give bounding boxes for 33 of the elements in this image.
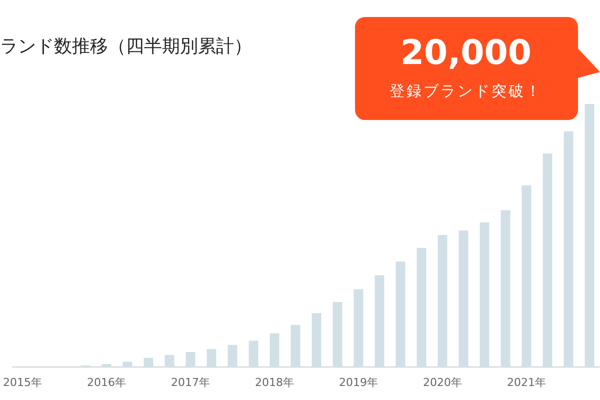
x-tick-label: 2016年 (87, 376, 126, 389)
chart-title: ランド数推移（四半期別累計） (0, 36, 252, 57)
bar (312, 313, 322, 367)
bar (270, 333, 280, 367)
x-tick-label: 2017年 (171, 376, 210, 389)
bar (500, 210, 510, 367)
x-tick-label: 2019年 (339, 376, 378, 389)
x-tick-label: 2020年 (423, 376, 462, 389)
bar (228, 344, 238, 367)
bar (396, 262, 406, 367)
bar (416, 248, 426, 367)
bar (144, 358, 154, 367)
x-tick-label: 2021年 (507, 376, 546, 389)
bar (584, 104, 594, 367)
bar (564, 131, 574, 367)
x-tick-label: 2015年 (3, 376, 42, 389)
bar (480, 222, 490, 367)
bar (122, 362, 132, 367)
bar (332, 302, 342, 367)
bar (248, 340, 258, 367)
bar (164, 354, 174, 367)
bar (186, 352, 196, 367)
bar (522, 185, 532, 367)
x-tick-label: 2018年 (255, 376, 294, 389)
bar (354, 289, 364, 367)
bar (438, 234, 448, 367)
bar (206, 349, 216, 367)
bar (458, 230, 468, 367)
bar (290, 324, 300, 367)
bar (374, 275, 384, 367)
bar (542, 153, 552, 367)
bar (102, 364, 112, 367)
callout: 20,000 登録ブランド突破！ (355, 17, 600, 120)
